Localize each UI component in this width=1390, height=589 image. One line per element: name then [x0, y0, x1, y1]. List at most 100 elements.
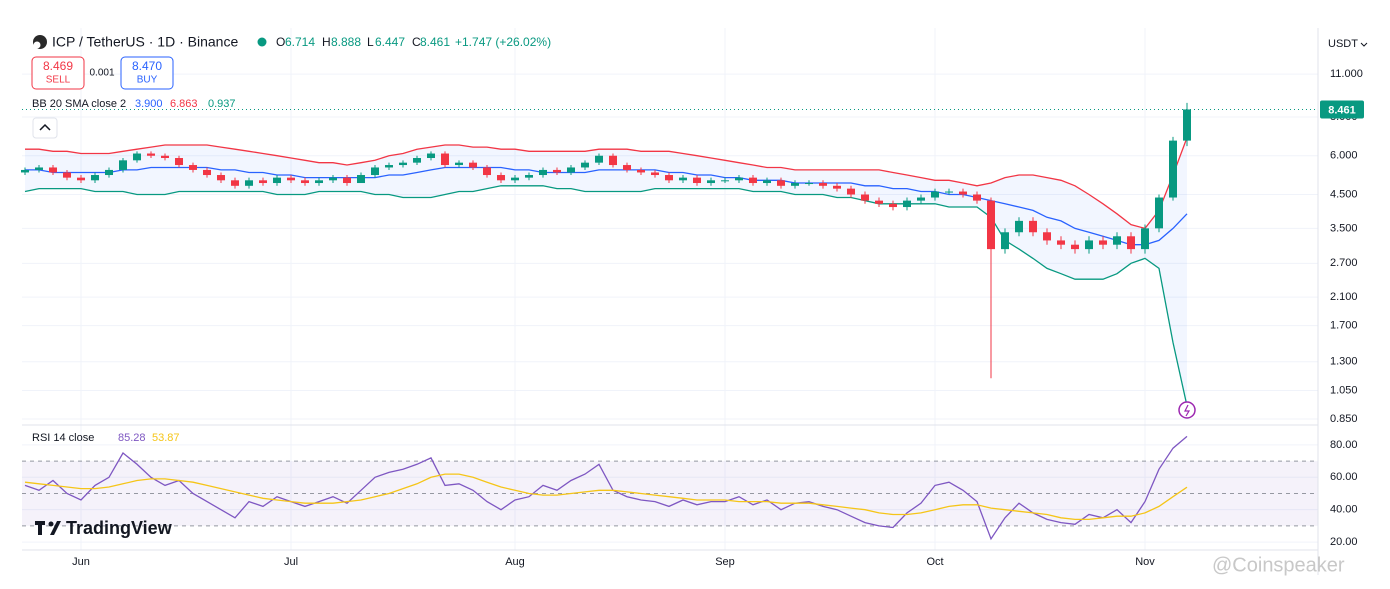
last-price-label: 8.461 [1328, 104, 1356, 116]
candle-body [875, 200, 883, 204]
candle-body [469, 162, 477, 168]
event-bolt [1184, 404, 1191, 417]
currency-button[interactable] [1322, 34, 1368, 54]
candle-body [595, 155, 603, 163]
candle-body [413, 158, 421, 163]
candle-body [343, 177, 351, 184]
ohlc-label: C [412, 35, 421, 49]
candle-body [1015, 220, 1023, 233]
candle-body [91, 175, 99, 181]
ohlc-value: 6.714 [285, 35, 315, 49]
x-tick-label: Oct [926, 556, 943, 568]
candle-body [315, 180, 323, 184]
brand-logo-slash [50, 521, 61, 535]
candle-body [763, 180, 771, 184]
ohlc-label: L [367, 35, 374, 49]
candle-body [21, 169, 29, 173]
candle-body [945, 191, 953, 193]
candle-body [427, 153, 435, 159]
candle-body [553, 169, 561, 173]
candle-body [287, 177, 295, 181]
candle-body [735, 177, 743, 181]
rsi-tick-label: 60.00 [1330, 471, 1358, 483]
candle-body [1141, 228, 1149, 250]
candle-body [35, 167, 43, 170]
rsi-tick-label: 80.00 [1330, 439, 1358, 451]
y-tick-label: 2.100 [1330, 291, 1358, 303]
candle-body [371, 167, 379, 176]
spread: 0.001 [89, 68, 114, 79]
bb-line [25, 137, 1188, 230]
currency[interactable]: USDT [1328, 38, 1358, 50]
candle-body [931, 191, 939, 198]
y-tick-label: 3.500 [1330, 222, 1358, 234]
sell-button[interactable] [31, 56, 85, 90]
brand-logo-stem [38, 521, 42, 535]
candle-body [245, 180, 253, 186]
candle-body [623, 165, 631, 170]
y-tick-label: 6.000 [1330, 150, 1358, 162]
change: +1.747 (+26.02%) [455, 35, 551, 49]
candle-body [749, 177, 757, 184]
rsi-tick-label: 20.00 [1330, 536, 1358, 548]
ohlc-label: O [276, 35, 285, 49]
candle-body [959, 191, 967, 195]
candle-body [861, 194, 869, 201]
candle-body [693, 177, 701, 184]
candle-body [231, 180, 239, 186]
candle-body [1155, 197, 1163, 229]
candle-body [161, 155, 169, 159]
brand-logo-dot [48, 521, 54, 527]
sell-price[interactable]: 8.469 [43, 59, 73, 73]
candle-body [1169, 140, 1177, 198]
candle-body [1099, 240, 1107, 245]
candle-body [805, 183, 813, 185]
candle-body [609, 155, 617, 166]
candle-body [651, 172, 659, 176]
rsi-legend-label[interactable]: RSI 14 close [32, 432, 94, 444]
y-tick-label: 4.500 [1330, 188, 1358, 200]
ohlc-label: H [322, 35, 331, 49]
collapse-icon [39, 123, 51, 131]
currency-caret [1360, 42, 1368, 47]
candle-body [847, 188, 855, 195]
candle-body [133, 153, 141, 161]
candle-body [217, 175, 225, 181]
bb-legend-value: 3.900 [135, 98, 163, 110]
candle-body [301, 180, 309, 184]
event-icon[interactable] [1178, 401, 1196, 419]
last-price-tag [1320, 100, 1364, 119]
candle-body [791, 183, 799, 186]
candle-body [707, 180, 715, 184]
candle-body [77, 177, 85, 181]
bb-legend-label[interactable]: BB 20 SMA close 2 [32, 98, 126, 110]
candle-body [889, 203, 897, 208]
collapse-button[interactable] [32, 117, 58, 139]
candle-body [483, 167, 491, 176]
symbol-title[interactable]: ICP / TetherUS · 1D · Binance [52, 34, 238, 50]
label-layer: 0.850 1.050 1.300 1.700 2.100 2.700 3.500 4.500… [72, 35, 1364, 568]
bb-legend-value: 0.937 [208, 98, 236, 110]
candle-body [357, 175, 365, 184]
candle-body [1183, 109, 1191, 141]
candle-body [679, 177, 687, 181]
candle-body [63, 172, 71, 178]
x-tick-label: Aug [505, 556, 525, 568]
candle-body [721, 180, 729, 182]
candle-body [273, 177, 281, 184]
mark-layer [21, 102, 1318, 541]
candle-body [175, 158, 183, 166]
sell-label[interactable]: SELL [46, 75, 71, 86]
candle-body [539, 169, 547, 176]
y-tick-label: 2.700 [1330, 257, 1358, 269]
candle-body [399, 162, 407, 166]
y-tick-label: 0.850 [1330, 413, 1358, 425]
candle-body [637, 169, 645, 173]
watermark: @Coinspeaker [1212, 554, 1345, 576]
buy-price[interactable]: 8.470 [132, 59, 162, 73]
candle-body [455, 162, 463, 166]
buy-button[interactable] [120, 56, 174, 90]
candle-body [497, 175, 505, 181]
buy-label[interactable]: BUY [137, 75, 158, 86]
